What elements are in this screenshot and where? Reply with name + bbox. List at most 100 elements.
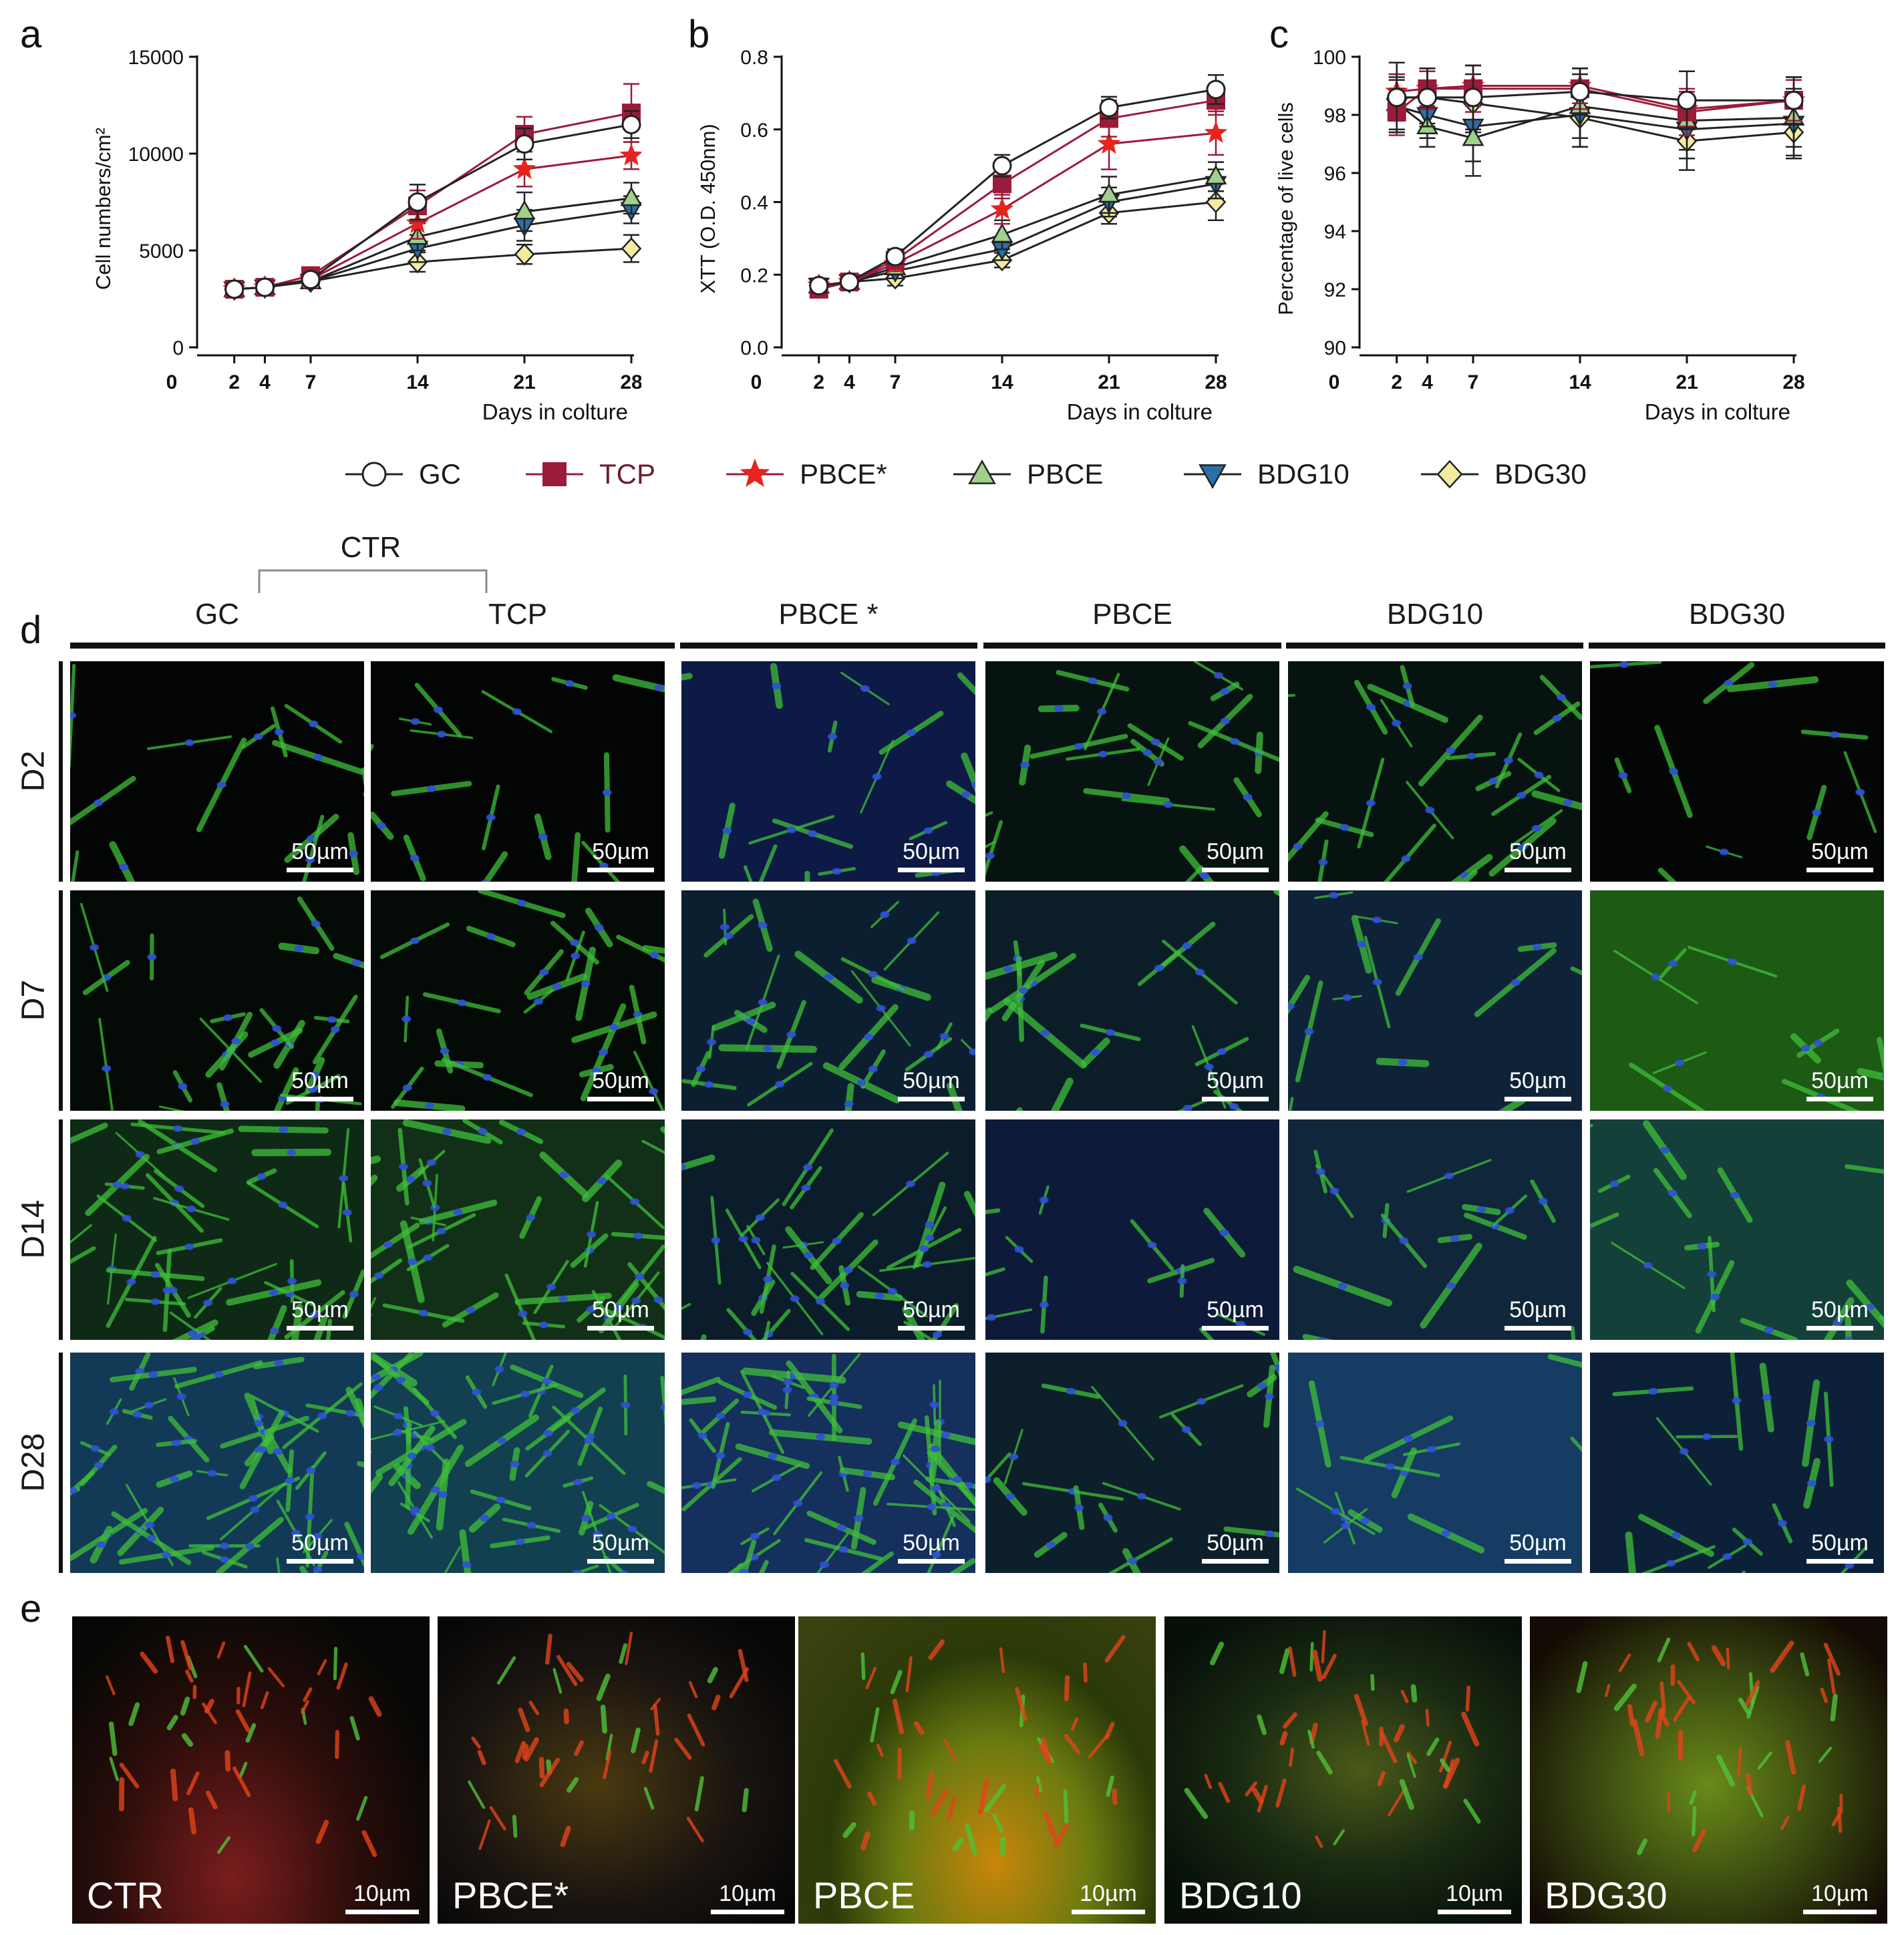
adhesion-streak	[1112, 1788, 1118, 1805]
micrograph-tile: 50µm	[70, 1353, 364, 1573]
nucleus	[1813, 1039, 1823, 1047]
actin-fiber	[1531, 790, 1582, 811]
adhesion-streak	[1064, 1675, 1070, 1702]
adhesion-streak	[1279, 1648, 1290, 1675]
nucleus	[1466, 752, 1476, 759]
actin-fiber	[660, 1375, 665, 1425]
nucleus	[135, 1151, 145, 1158]
nucleus	[1830, 731, 1840, 738]
adhesion-streak	[186, 1771, 200, 1795]
scale-bar: 50µm	[1202, 1068, 1269, 1101]
nucleus	[245, 1542, 255, 1550]
micrograph-tile: 50µm	[1590, 1119, 1884, 1340]
actin-fiber	[1384, 824, 1436, 882]
nucleus	[1643, 1262, 1653, 1269]
nucleus	[1154, 964, 1164, 972]
adhesion-streak	[1043, 1810, 1059, 1844]
scale-bar-line	[1806, 1559, 1873, 1564]
tile-label: PBCE	[813, 1874, 915, 1916]
adhesion-stain	[1576, 1637, 1843, 1856]
scale-bar-label: 50µm	[1207, 1297, 1264, 1323]
nucleus	[1074, 743, 1084, 750]
adhesion-streak	[625, 1631, 633, 1665]
nucleus	[176, 1393, 186, 1400]
data-point	[1387, 87, 1407, 108]
nucleus	[371, 1312, 372, 1318]
adhesion-streak	[1830, 1694, 1838, 1722]
nucleus	[518, 1310, 528, 1317]
nucleus	[1366, 800, 1376, 807]
nucleus	[868, 971, 878, 978]
nucleus	[816, 1433, 826, 1441]
nucleus	[1807, 1479, 1817, 1487]
adhesion-streak	[242, 1671, 252, 1708]
nucleus	[122, 1214, 132, 1222]
panel-letter-a: a	[20, 13, 42, 56]
adhesion-streak	[1770, 1640, 1794, 1673]
nucleus	[571, 1407, 581, 1414]
actin-fiber	[98, 1017, 114, 1111]
nucleus	[494, 1365, 504, 1373]
nucleus	[888, 1288, 898, 1295]
data-point	[1677, 90, 1697, 110]
nucleus	[1153, 758, 1163, 765]
nucleus	[1531, 825, 1541, 832]
data-point	[1204, 120, 1228, 144]
legend-item: PBCE*	[725, 441, 887, 508]
adhesion-streak	[603, 1750, 612, 1779]
nucleus	[586, 1306, 596, 1313]
nucleus	[305, 856, 315, 864]
nucleus	[70, 1487, 77, 1494]
adhesion-streak	[694, 1776, 704, 1812]
y-tick-label: 90	[1324, 337, 1346, 359]
nucleus	[395, 1377, 406, 1384]
data-point	[514, 242, 535, 266]
adhesion-streak	[1063, 1789, 1069, 1823]
nucleus	[410, 854, 420, 862]
adhesion-streak	[301, 1700, 310, 1714]
nucleus	[654, 684, 664, 691]
nucleus	[190, 1137, 200, 1145]
scale-bar: 50µm	[1202, 1530, 1269, 1564]
actin-fiber	[949, 1558, 975, 1573]
data-point	[408, 192, 428, 212]
nucleus	[635, 1273, 645, 1280]
scale-bar-line	[898, 1097, 965, 1101]
scale-bar-line	[1202, 1559, 1269, 1564]
nucleus	[860, 685, 870, 692]
nucleus	[1014, 1246, 1024, 1253]
legend-label: BDG10	[1257, 458, 1350, 490]
cell-stain	[985, 890, 1279, 1111]
nucleus	[621, 1401, 631, 1409]
adhesion-streak	[1627, 1704, 1635, 1727]
nucleus	[480, 1514, 490, 1522]
adhesion-streak	[1442, 1757, 1460, 1789]
scale-bar-label: 50µm	[1207, 1068, 1264, 1093]
nucleus	[1074, 1504, 1084, 1512]
series-line	[234, 154, 632, 291]
actin-fiber	[571, 832, 581, 882]
adhesion-streak	[1104, 1635, 1126, 1662]
nucleus	[1488, 777, 1498, 785]
nucleus	[602, 789, 612, 796]
nucleus	[425, 1444, 435, 1451]
nucleus	[174, 1185, 184, 1192]
nucleus	[431, 1486, 441, 1493]
nucleus	[1122, 792, 1132, 800]
nucleus	[1366, 703, 1376, 711]
column-header: BDG10	[1386, 598, 1484, 631]
series-line	[1396, 105, 1794, 131]
nucleus	[418, 1309, 428, 1316]
scale-bar-label: 50µm	[1811, 839, 1869, 864]
nucleus	[919, 1245, 929, 1252]
nucleus	[407, 1452, 417, 1459]
nucleus	[1806, 1419, 1816, 1427]
legend-marker	[1184, 464, 1241, 490]
y-tick-label: 0.6	[740, 120, 768, 142]
adhesion-streak	[1823, 1642, 1841, 1676]
row-label: D7	[15, 979, 51, 1021]
adhesion-streak	[650, 1698, 661, 1711]
nucleus	[342, 1209, 352, 1216]
actin-fiber	[744, 865, 753, 882]
series-line	[818, 175, 1217, 287]
